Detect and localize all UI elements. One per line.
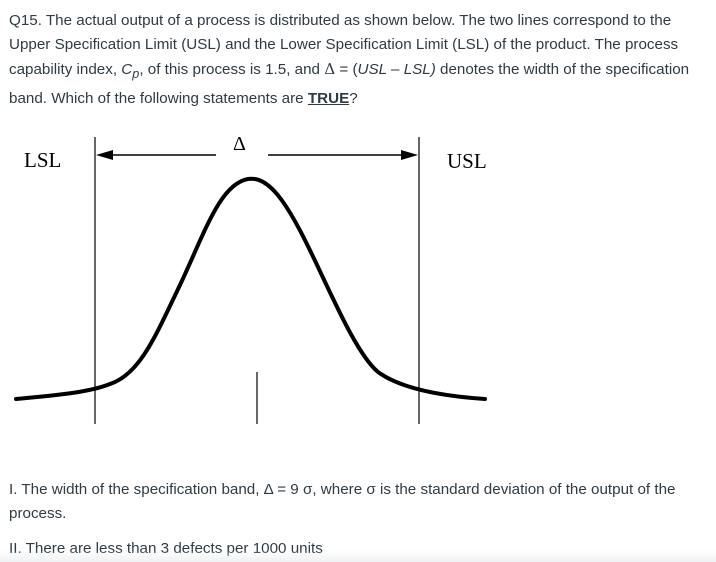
usl-label: USL: [447, 149, 487, 173]
statement-1: I. The width of the specification band, …: [9, 481, 676, 523]
normal-distribution-figure: LSL USL Δ: [14, 133, 487, 424]
lsl-label: LSL: [24, 148, 61, 172]
question-text: Q15. The actual output of a process is d…: [9, 12, 690, 107]
true-emphasis: TRUE: [307, 89, 350, 107]
left-arrowhead: [96, 150, 113, 160]
right-arrowhead: [401, 150, 418, 160]
bell-curve: [14, 176, 487, 401]
delta-label: Δ: [233, 133, 246, 155]
scroll-fade: [0, 550, 716, 562]
